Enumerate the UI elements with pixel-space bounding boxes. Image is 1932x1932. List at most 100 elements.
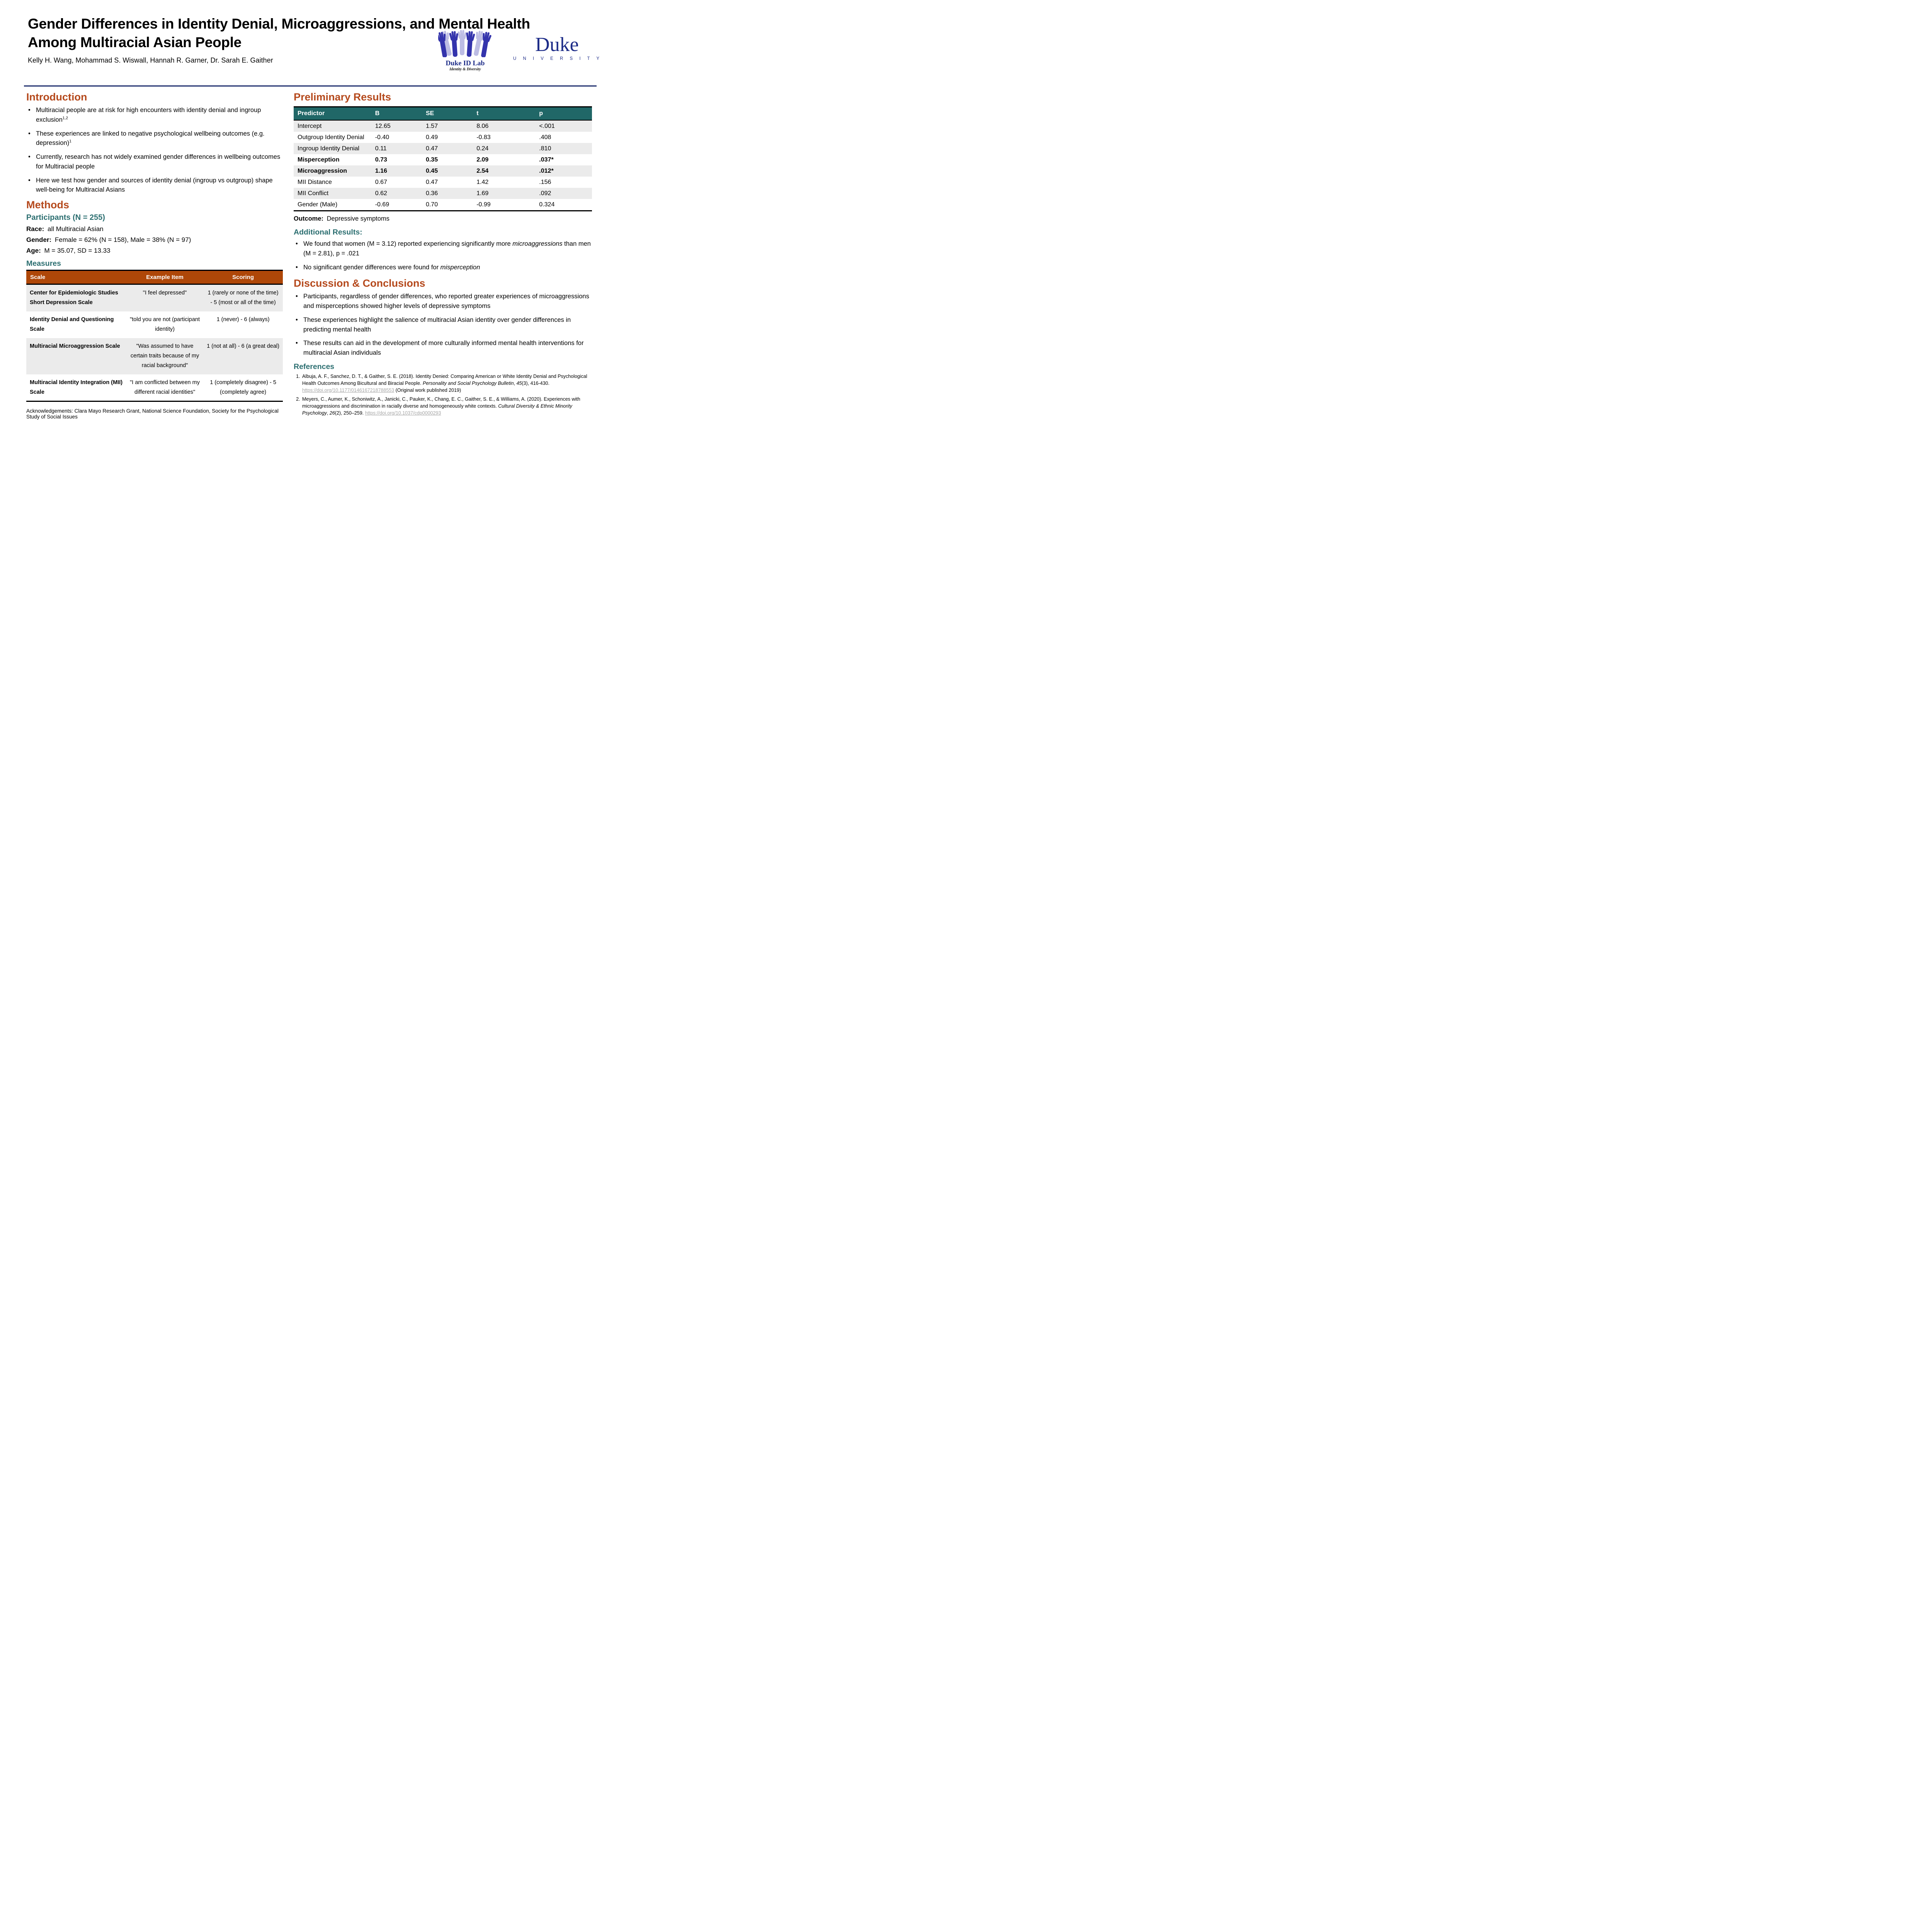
race-row: Race: all Multiracial Asian [26,225,283,233]
results-row: Misperception 0.73 0.35 2.09 .037* [294,154,592,165]
scale-cell: Center for Epidemiologic Studies Short D… [30,290,118,306]
se-cell: 0.47 [425,145,438,152]
discussion-bullet: Participants, regardless of gender diffe… [294,292,592,311]
additional-result-bullet: No significant gender differences were f… [294,263,592,272]
scoring-cell: 1 (rarely or none of the time) - 5 (most… [207,290,279,306]
duke-id-lab-logo: Duke ID Lab Identity & Diversity [436,24,494,71]
t-cell: -0.99 [476,201,491,208]
title-line-2: Among Multiracial Asian People [28,34,242,51]
measures-row: Center for Epidemiologic Studies Short D… [26,284,283,311]
results-row: Microaggression 1.16 0.45 2.54 .012* [294,165,592,177]
measures-row: Multiracial Identity Integration (MII) S… [26,374,283,401]
discussion-bullet: These results can aid in the development… [294,338,592,358]
duke-university-logo: Duke U N I V E R S I T Y [512,33,602,61]
measures-header-row: Scale Example Item Scoring [26,270,283,285]
poster-root: Gender Differences in Identity Denial, M… [0,0,618,464]
methods-heading: Methods [26,199,69,211]
b-cell: 0.73 [375,156,387,163]
reference-item: Meyers, C., Aumer, K., Schoniwitz, A., J… [301,396,592,417]
age-row: Age: M = 35.07, SD = 13.33 [26,247,283,255]
measures-row: Identity Denial and Questioning Scale "t… [26,311,283,338]
measures-header-scoring: Scoring [203,270,283,285]
scoring-cell: 1 (completely disagree) - 5 (completely … [210,379,276,395]
results-header-row: Predictor B SE t p [294,106,592,121]
poster-header: Gender Differences in Identity Denial, M… [28,15,595,65]
scale-cell: Multiracial Microaggression Scale [30,343,120,349]
p-cell: .092 [539,190,551,197]
preliminary-results-heading: Preliminary Results [294,91,391,103]
additional-result-bullet: We found that women (M = 3.12) reported … [294,239,592,259]
se-cell: 0.70 [425,201,438,208]
idlab-tagline: Identity & Diversity [449,67,481,71]
race-label: Race: [26,225,44,233]
t-cell: 8.06 [476,122,489,129]
results-table: Predictor B SE t p Intercept 12.65 1.57 8.0… [294,106,592,211]
age-label: Age: [26,247,41,254]
discussion-heading: Discussion & Conclusions [294,277,425,289]
intro-bullet: Currently, research has not widely exami… [26,152,283,172]
introduction-bullet-list: Multiracial people are at risk for high … [26,105,283,195]
outcome-value: Depressive symptoms [327,215,389,222]
acknowledgements-text: Acknowledgements: Clara Mayo Research Gr… [26,408,279,420]
doi-link[interactable]: https://doi.org/10.1177/0146167218788553 [302,388,395,393]
predictor-cell: Intercept [298,122,322,129]
results-row: Outgroup Identity Denial -0.40 0.49 -0.83 .4… [294,132,592,143]
b-cell: 12.65 [375,122,391,129]
t-cell: 2.09 [476,156,489,163]
gender-label: Gender: [26,236,52,243]
se-cell: 0.49 [425,134,438,141]
poster-body: Introduction Multiracial people are at r… [26,91,592,420]
example-cell: "I am conflicted between my different ra… [130,379,200,395]
t-cell: 0.24 [476,145,489,152]
predictor-cell: Gender (Male) [298,201,338,208]
b-cell: 0.67 [375,179,387,185]
outcome-label: Outcome: [294,215,324,222]
se-cell: 0.36 [425,190,438,197]
duke-university-label: U N I V E R S I T Y [513,56,602,61]
p-cell: 0.324 [539,201,555,208]
b-cell: 1.16 [375,167,387,174]
intro-bullet: Here we test how gender and sources of i… [26,176,283,195]
measures-table: Scale Example Item Scoring Center for Ep… [26,270,283,402]
t-cell: 1.69 [476,190,489,197]
gender-row: Gender: Female = 62% (N = 158), Male = 3… [26,236,283,244]
t-cell: -0.83 [476,134,491,141]
predictor-cell: Misperception [298,156,340,163]
results-row: MII Conflict 0.62 0.36 1.69 .092 [294,188,592,199]
discussion-bullet-list: Participants, regardless of gender diffe… [294,292,592,358]
outcome-note: Outcome: Depressive symptoms [294,215,592,223]
poster-authors: Kelly H. Wang, Mohammad S. Wiswall, Hann… [28,56,273,65]
se-cell: 0.35 [425,156,438,163]
results-header-predictor: Predictor [294,106,371,121]
duke-wordmark: Duke [535,33,579,56]
p-cell: <.001 [539,122,555,129]
doi-link[interactable]: https://doi.org/10.1037/cdp0000293 [365,410,441,416]
example-cell: "told you are not (participant identity) [130,316,200,333]
se-cell: 1.57 [425,122,438,129]
scale-cell: Multiracial Identity Integration (MII) S… [30,379,123,395]
p-cell: .037* [539,156,554,163]
measures-row: Multiracial Microaggression Scale "Was a… [26,338,283,374]
predictor-cell: Ingroup Identity Denial [298,145,360,152]
p-cell: .408 [539,134,551,141]
predictor-cell: MII Distance [298,179,332,185]
results-header-t: t [473,106,536,121]
participants-heading: Participants (N = 255) [26,213,105,222]
additional-results-list: We found that women (M = 3.12) reported … [294,239,592,272]
gender-value: Female = 62% (N = 158), Male = 38% (N = … [54,236,191,243]
example-cell: "Was assumed to have certain traits beca… [130,343,199,369]
references-heading: References [294,362,335,371]
results-row: MII Distance 0.67 0.47 1.42 .156 [294,177,592,188]
se-cell: 0.47 [425,179,438,185]
scoring-cell: 1 (never) - 6 (always) [216,316,270,323]
introduction-heading: Introduction [26,91,87,103]
right-column: Preliminary Results Predictor B SE t p I… [294,91,592,420]
discussion-bullet: These experiences highlight the salience… [294,315,592,335]
b-cell: 0.11 [375,145,387,152]
results-row: Gender (Male) -0.69 0.70 -0.99 0.324 [294,199,592,211]
results-row: Intercept 12.65 1.57 8.06 <.001 [294,120,592,132]
scale-cell: Identity Denial and Questioning Scale [30,316,114,333]
b-cell: 0.62 [375,190,387,197]
b-cell: -0.69 [375,201,389,208]
race-value: all Multiracial Asian [48,225,104,233]
